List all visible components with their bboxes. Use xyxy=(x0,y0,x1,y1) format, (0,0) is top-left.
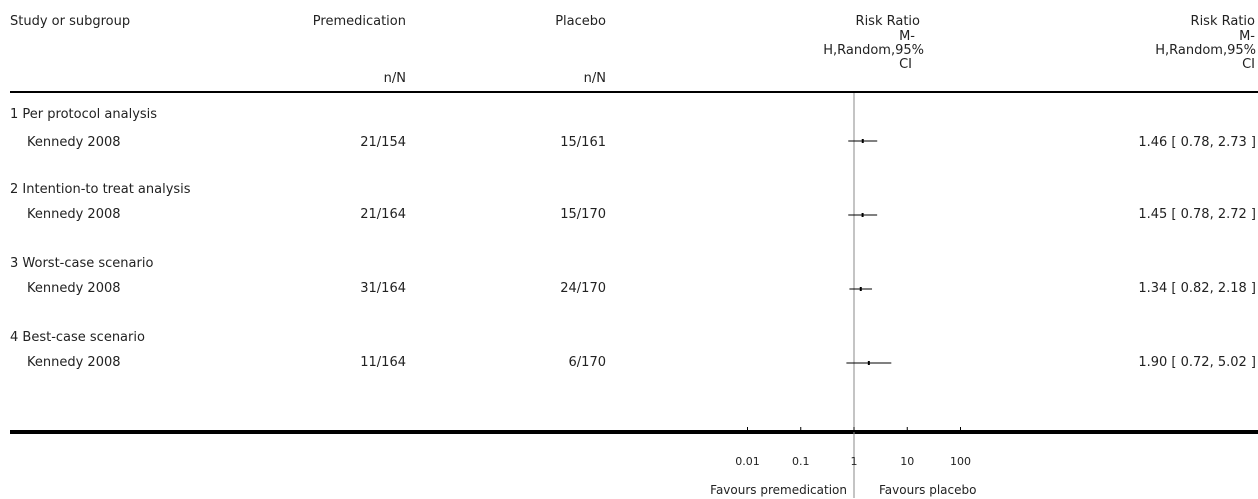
subgroup-title: 4 Best-case scenario xyxy=(10,330,145,345)
favours-left-label: Favours premedication xyxy=(710,483,847,497)
control-events: 15/170 xyxy=(560,207,606,222)
control-events: 6/170 xyxy=(568,355,606,370)
study-name: Kennedy 2008 xyxy=(27,281,121,296)
subgroup-title: 1 Per protocol analysis xyxy=(10,107,158,122)
treatment-events: 11/164 xyxy=(360,355,406,370)
point-estimate xyxy=(861,139,864,143)
study-name: Kennedy 2008 xyxy=(27,135,121,150)
header-control: Placebo xyxy=(555,14,606,29)
favours-right-label: Favours placebo xyxy=(879,483,977,497)
point-estimate xyxy=(861,213,864,217)
study-name: Kennedy 2008 xyxy=(27,355,121,370)
header-estimate-sub-1: M- xyxy=(1239,29,1255,44)
axis-tick-label: 100 xyxy=(950,455,971,468)
header-rule xyxy=(10,91,1258,93)
treatment-events: 21/154 xyxy=(360,135,406,150)
control-events: 15/161 xyxy=(560,135,606,150)
header-study: Study or subgroup xyxy=(10,14,131,29)
control-events: 24/170 xyxy=(560,281,606,296)
footer-rule xyxy=(10,430,1258,434)
header-estimate: Risk Ratio xyxy=(1190,14,1255,29)
header-plot-sub-2: H,Random,95% xyxy=(823,43,924,58)
header-estimate-sub-3: CI xyxy=(1242,57,1255,72)
header-control-sub: n/N xyxy=(583,71,606,86)
effect-estimate: 1.90 [ 0.72, 5.02 ] xyxy=(1138,355,1256,370)
header-plot-sub-1: M- xyxy=(899,29,915,44)
subgroup-title: 2 Intention-to treat analysis xyxy=(10,182,191,197)
axis-tick-label: 10 xyxy=(900,455,914,468)
effect-estimate: 1.45 [ 0.78, 2.72 ] xyxy=(1138,207,1256,222)
study-name: Kennedy 2008 xyxy=(27,207,121,222)
header-treatment-sub: n/N xyxy=(383,71,406,86)
point-estimate xyxy=(867,361,870,365)
point-estimate xyxy=(859,287,862,291)
header-plot: Risk Ratio xyxy=(855,14,920,29)
subgroup-title: 3 Worst-case scenario xyxy=(10,256,154,271)
header-treatment: Premedication xyxy=(312,14,406,29)
effect-estimate: 1.46 [ 0.78, 2.73 ] xyxy=(1138,135,1256,150)
treatment-events: 21/164 xyxy=(360,207,406,222)
axis-tick-label: 1 xyxy=(851,455,858,468)
header-estimate-sub-2: H,Random,95% xyxy=(1155,43,1256,58)
header-plot-sub-3: CI xyxy=(899,57,912,72)
axis-tick-label: 0.1 xyxy=(792,455,810,468)
effect-estimate: 1.34 [ 0.82, 2.18 ] xyxy=(1138,281,1256,296)
axis-tick-label: 0.01 xyxy=(735,455,760,468)
treatment-events: 31/164 xyxy=(360,281,406,296)
